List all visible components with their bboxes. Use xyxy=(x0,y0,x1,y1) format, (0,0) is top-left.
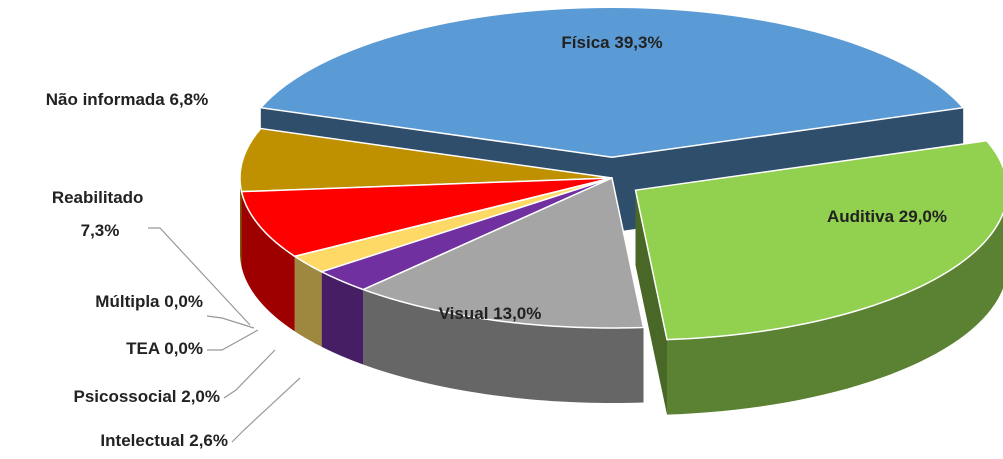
leader-line xyxy=(231,377,301,443)
leader-line xyxy=(148,227,251,326)
value-label: 2,6% xyxy=(189,431,228,450)
value-label: 0,0% xyxy=(164,292,203,311)
value-label: 39,3% xyxy=(614,33,662,52)
data-label: Visual 13,0% xyxy=(439,304,542,323)
slice xyxy=(634,139,1003,341)
category-label: Intelectual xyxy=(100,431,184,450)
slice xyxy=(361,176,645,329)
data-label: Intelectual 2,6% xyxy=(100,431,228,450)
slice-side xyxy=(240,178,242,267)
data-label: TEA 0,0% xyxy=(126,339,203,358)
slice-side xyxy=(241,191,295,332)
category-label: Múltipla xyxy=(95,292,160,311)
leader-line xyxy=(223,349,276,399)
slice-side xyxy=(363,289,644,403)
category-label: Auditiva xyxy=(827,207,895,226)
leader-line xyxy=(206,315,255,329)
data-label: Psicossocial 2,0% xyxy=(74,387,221,406)
slice xyxy=(319,177,613,291)
data-label: Física 39,3% xyxy=(561,33,662,52)
slice-side xyxy=(635,190,668,415)
slice xyxy=(239,127,613,193)
data-label: Auditiva 29,0% xyxy=(827,207,947,226)
value-label: 7,3% xyxy=(81,221,120,240)
slice xyxy=(259,6,965,158)
slice-side xyxy=(321,271,364,365)
value-label: 6,8% xyxy=(170,90,209,109)
slice xyxy=(240,177,613,258)
category-label: Visual xyxy=(439,304,489,323)
leader-line xyxy=(207,329,259,351)
category-label: Não informada xyxy=(46,90,166,109)
category-label: Psicossocial xyxy=(74,387,177,406)
data-label: Não informada 6,8% xyxy=(46,90,209,109)
category-label: Física xyxy=(561,33,610,52)
slice-side xyxy=(294,256,322,347)
slice xyxy=(292,177,613,273)
slice-side xyxy=(667,213,1003,415)
value-label: 29,0% xyxy=(899,207,947,226)
data-label: Reabilitado 7,3% xyxy=(52,188,148,240)
category-label: TEA xyxy=(126,339,160,358)
value-label: 13,0% xyxy=(493,304,541,323)
category-label: Reabilitado xyxy=(52,188,144,207)
data-label: Múltipla 0,0% xyxy=(95,292,203,311)
value-label: 0,0% xyxy=(164,339,203,358)
value-label: 2,0% xyxy=(181,387,220,406)
